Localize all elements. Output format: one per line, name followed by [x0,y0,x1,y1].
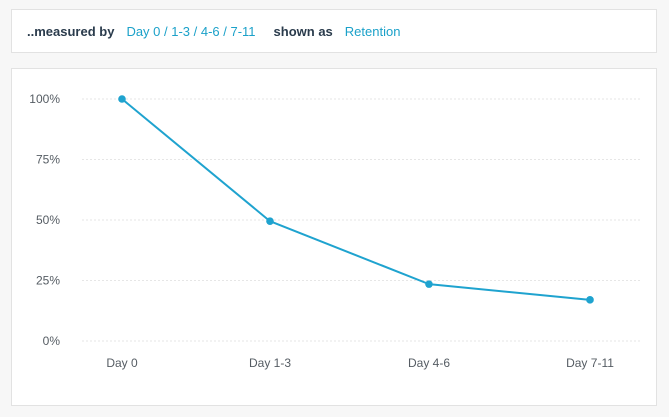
y-tick-label: 100% [29,92,60,106]
y-axis-ticks: 100% 75% 50% 25% 0% [29,92,60,348]
data-point[interactable] [118,95,126,103]
y-tick-label: 0% [43,334,61,348]
series-points-layer [118,95,594,304]
data-point[interactable] [266,217,274,226]
x-axis-ticks: Day 0 Day 1-3 Day 4-6 Day 7-11 [106,356,614,370]
retention-line-chart: 100% 75% 50% 25% 0% Day 0 Day 1-3 Day 4-6 Day 7… [29,92,642,370]
shown-as-selector[interactable]: Retention [344,23,401,39]
x-tick-label: Day 4-6 [408,356,450,370]
y-tick-label: 75% [36,153,60,167]
gridlines [82,98,642,342]
series-line-layer [121,98,591,301]
shown-as-label: shown as [273,23,333,39]
x-tick-label: Day 7-11 [566,356,614,370]
y-tick-label: 25% [36,274,60,288]
measured-by-label: ..measured by [27,23,115,39]
data-point[interactable] [586,296,594,304]
series-line [121,98,591,301]
x-tick-label: Day 0 [106,356,138,370]
retention-chart-card: 100% 75% 50% 25% 0% Day 0 Day 1-3 Day 4-6 Day 7… [11,68,657,406]
measured-by-selector[interactable]: Day 0 / 1-3 / 4-6 / 7-11 [126,23,256,39]
x-tick-label: Day 1-3 [249,356,291,370]
data-point[interactable] [425,280,433,288]
query-controls-bar: ..measured by Day 0 / 1-3 / 4-6 / 7-11 s… [11,9,657,53]
y-tick-label: 50% [36,213,60,227]
